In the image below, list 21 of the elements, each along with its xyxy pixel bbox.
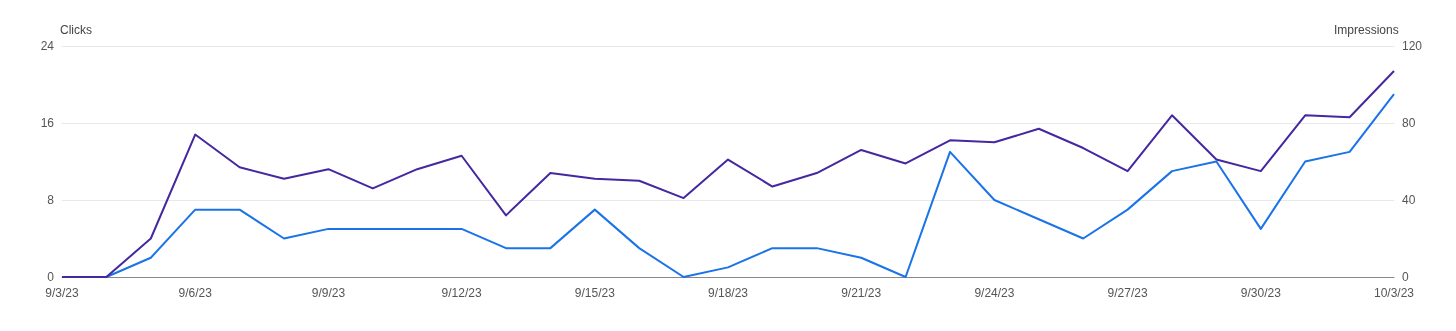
x-tick-label: 9/21/23 (841, 286, 882, 300)
y2-axis-title: Impressions (1334, 23, 1399, 37)
x-tick-label: 9/9/23 (311, 286, 346, 300)
x-tick-label: 9/6/23 (178, 286, 213, 300)
y-tick-label: 8 (47, 193, 55, 207)
x-tick-label: 10/3/23 (1373, 286, 1415, 300)
y-tick-label: 24 (40, 39, 55, 53)
y2-tick-label: 40 (1402, 193, 1416, 207)
y-tick-label: 16 (40, 116, 55, 130)
y2-tick-label: 80 (1402, 116, 1416, 130)
y-axis-title: Clicks (60, 23, 92, 37)
x-tick-label: 9/15/23 (574, 286, 616, 300)
x-tick-label: 9/18/23 (707, 286, 749, 300)
y-tick-label: 0 (47, 270, 55, 284)
y2-tick-label: 120 (1402, 39, 1423, 53)
x-tick-label: 9/27/23 (1107, 286, 1148, 300)
x-tick-label: 9/12/23 (441, 286, 482, 300)
y2-tick-label: 0 (1402, 270, 1409, 284)
x-tick-label: 9/3/23 (45, 286, 79, 300)
x-tick-label: 9/30/23 (1240, 286, 1282, 300)
x-tick-label: 9/24/23 (974, 286, 1015, 300)
